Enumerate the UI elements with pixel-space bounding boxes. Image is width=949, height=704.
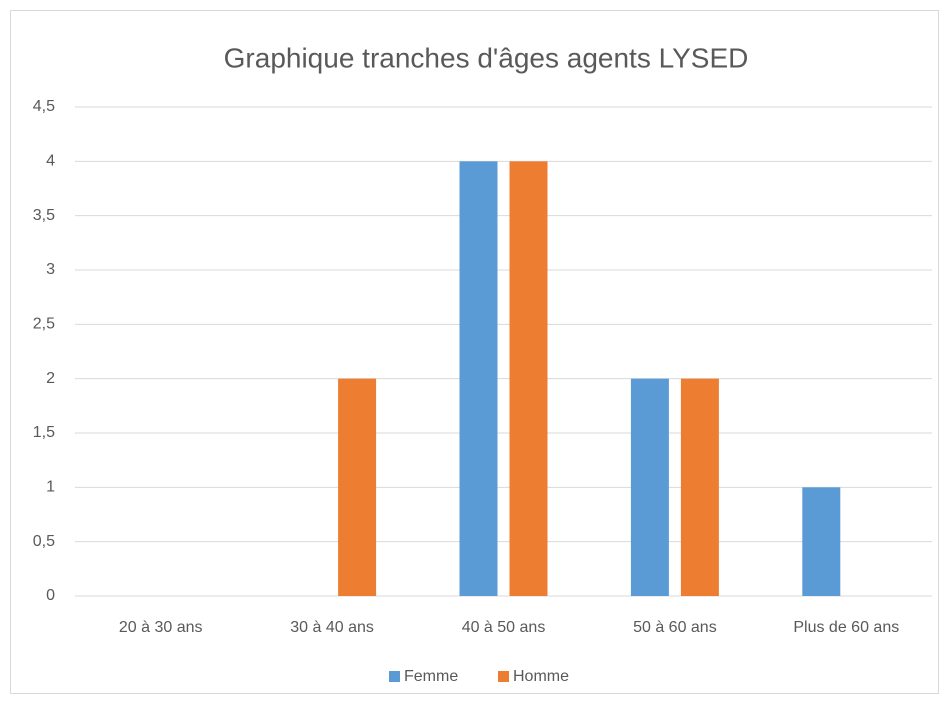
y-tick-label: 1 — [46, 479, 55, 496]
x-tick-label: 50 à 60 ans — [633, 619, 717, 636]
y-tick-label: 1,5 — [33, 424, 55, 441]
legend-label: Homme — [513, 668, 569, 685]
y-tick-label: 0 — [46, 587, 55, 604]
y-tick-label: 2,5 — [33, 316, 55, 333]
y-tick-label: 2 — [46, 370, 55, 387]
legend-swatch — [389, 671, 400, 682]
chart-title: Graphique tranches d'âges agents LYSED — [224, 42, 749, 73]
y-tick-label: 4,5 — [33, 98, 55, 115]
bar — [630, 378, 669, 596]
legend-label: Femme — [404, 668, 458, 685]
legend-swatch — [498, 671, 509, 682]
x-tick-label: 40 à 50 ans — [462, 619, 546, 636]
y-tick-label: 0,5 — [33, 533, 55, 550]
bar — [802, 487, 841, 596]
x-tick-label: Plus de 60 ans — [793, 619, 899, 636]
y-tick-label: 3,5 — [33, 207, 55, 224]
y-tick-label: 3 — [46, 261, 55, 278]
bar — [680, 378, 719, 596]
x-tick-label: 20 à 30 ans — [119, 619, 203, 636]
bar — [338, 378, 377, 596]
x-tick-label: 30 à 40 ans — [290, 619, 374, 636]
bar — [459, 161, 498, 597]
bar — [509, 161, 548, 597]
y-tick-label: 4 — [46, 153, 55, 170]
